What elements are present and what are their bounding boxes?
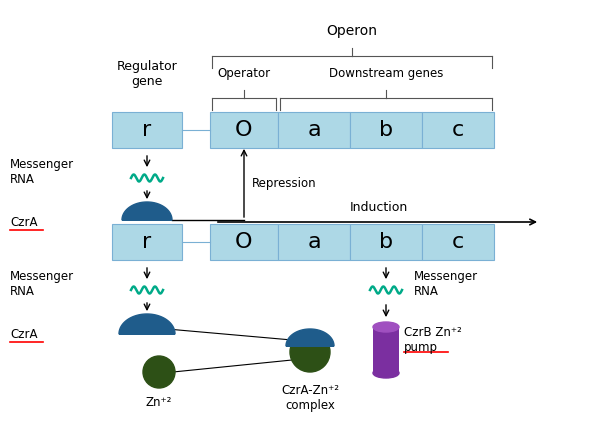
Text: O: O bbox=[235, 120, 253, 140]
Text: b: b bbox=[379, 232, 393, 252]
Text: CzrA: CzrA bbox=[10, 216, 37, 229]
Bar bbox=[112, 224, 182, 260]
Bar bbox=[373, 327, 399, 373]
Ellipse shape bbox=[373, 368, 399, 378]
Text: Operator: Operator bbox=[217, 67, 271, 80]
Polygon shape bbox=[286, 329, 334, 346]
Text: r: r bbox=[142, 232, 152, 252]
Text: O: O bbox=[235, 232, 253, 252]
Bar bbox=[210, 224, 278, 260]
Polygon shape bbox=[119, 314, 175, 334]
Text: a: a bbox=[307, 120, 321, 140]
Text: Regulator
gene: Regulator gene bbox=[116, 60, 178, 88]
Text: c: c bbox=[452, 232, 464, 252]
Circle shape bbox=[143, 356, 175, 388]
Bar bbox=[278, 224, 350, 260]
Text: CzrB Zn⁺²
pump: CzrB Zn⁺² pump bbox=[404, 326, 462, 354]
Text: Induction: Induction bbox=[350, 201, 408, 214]
Text: Messenger
RNA: Messenger RNA bbox=[10, 158, 74, 186]
Bar bbox=[210, 112, 278, 148]
Text: Messenger
RNA: Messenger RNA bbox=[10, 270, 74, 298]
Text: Downstream genes: Downstream genes bbox=[329, 67, 443, 80]
Text: Zn⁺²: Zn⁺² bbox=[146, 396, 172, 409]
Polygon shape bbox=[122, 202, 172, 220]
Text: Messenger
RNA: Messenger RNA bbox=[414, 270, 478, 298]
Text: Operon: Operon bbox=[326, 24, 377, 38]
Text: CzrA: CzrA bbox=[10, 327, 37, 340]
Bar bbox=[350, 112, 422, 148]
Bar bbox=[422, 112, 494, 148]
Bar bbox=[422, 224, 494, 260]
Bar bbox=[278, 112, 350, 148]
Text: CzrA-Zn⁺²
complex: CzrA-Zn⁺² complex bbox=[281, 384, 339, 412]
Ellipse shape bbox=[373, 322, 399, 332]
Text: c: c bbox=[452, 120, 464, 140]
Circle shape bbox=[290, 332, 330, 372]
Text: a: a bbox=[307, 232, 321, 252]
Bar bbox=[112, 112, 182, 148]
Bar bbox=[350, 224, 422, 260]
Text: Repression: Repression bbox=[252, 178, 317, 191]
Text: b: b bbox=[379, 120, 393, 140]
Text: r: r bbox=[142, 120, 152, 140]
